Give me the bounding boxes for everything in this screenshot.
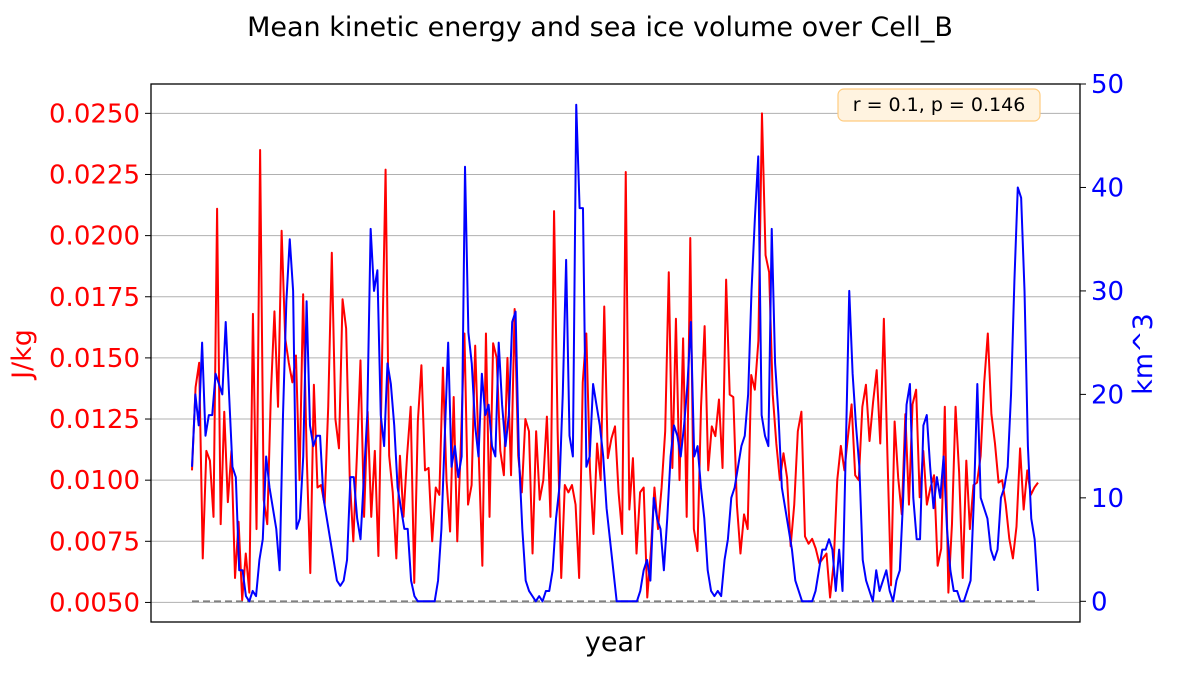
left-tick-label: 0.0150 [49,344,140,374]
right-axis: 0 10 20 30 40 50 [1080,70,1124,617]
y-axis-label-left: J/kg [7,329,38,381]
right-tick-label: 10 [1091,484,1124,514]
grid-lines [151,112,1080,603]
right-tick-label: 20 [1091,380,1124,410]
sea-ice-volume-line [191,103,1039,603]
left-tick-label: 0.0200 [49,222,140,252]
annotation-text: r = 0.1, p = 0.146 [853,94,1026,116]
chart-title: Mean kinetic energy and sea ice volume o… [247,12,953,43]
left-tick-label: 0.0100 [49,466,140,496]
y-axis-label-right: km^3 [1128,313,1159,395]
plot-frame [150,83,1081,623]
left-tick-label: 0.0250 [49,99,140,129]
left-tick-label: 0.0125 [49,405,140,435]
right-tick-label: 30 [1091,277,1124,307]
right-tick-label: 0 [1091,587,1108,617]
left-tick-label: 0.0050 [49,588,140,618]
kinetic-energy-line [191,112,1039,601]
series-group [191,103,1039,603]
left-tick-label: 0.0225 [49,160,140,190]
left-tick-label: 0.0175 [49,283,140,313]
right-tick-label: 40 [1091,173,1124,203]
x-axis-label: year [585,627,646,658]
right-tick-label: 50 [1091,70,1124,100]
annotation-box: r = 0.1, p = 0.146 [837,88,1041,122]
left-tick-label: 0.0075 [49,527,140,557]
left-axis: 0.0050 0.0075 0.0100 0.0125 0.0150 0.0175 0.02… [49,99,151,618]
